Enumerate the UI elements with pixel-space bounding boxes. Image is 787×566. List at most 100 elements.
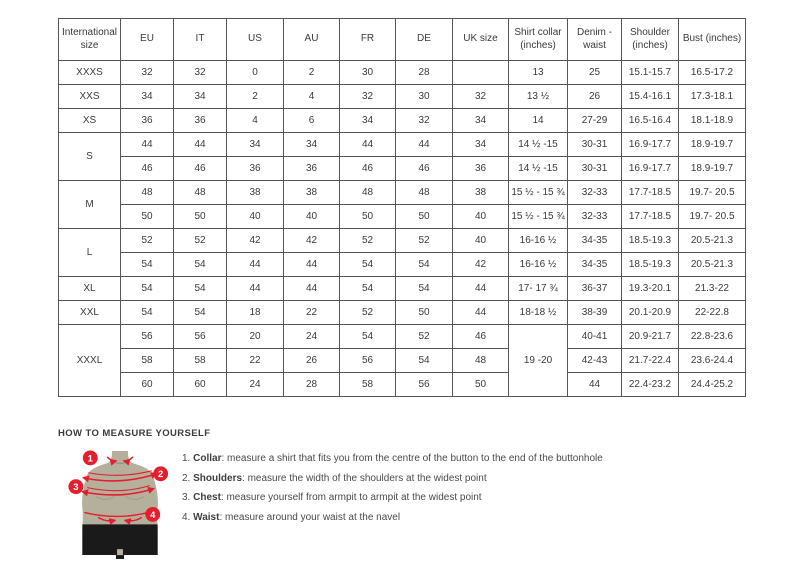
size-cell: XXXS	[58, 60, 121, 85]
shorts-shape	[82, 524, 158, 556]
value-cell: 30	[395, 84, 453, 109]
step-label: Waist	[193, 511, 220, 523]
value-cell: 54	[339, 324, 396, 349]
table-row: S 44 44 34 34 44 44 34 14 ½ -15 30-31 16.9-17.7 18.…	[58, 132, 746, 181]
table-row: XXXS 32 32 0 2 30 28 13 25 15.1-15.7 16.5-17.2	[58, 60, 746, 85]
header-cell: FR	[339, 18, 396, 61]
value-cell: 23.6-24.4	[678, 348, 746, 373]
value-cell: 44	[567, 372, 622, 397]
value-cell: 56	[120, 324, 174, 349]
value-cell: 32	[395, 108, 453, 133]
step-number: 1.	[182, 453, 191, 464]
value-cell: 30-31	[567, 132, 622, 157]
value-cell: 18	[226, 300, 284, 325]
svg-text:2: 2	[158, 468, 163, 479]
value-cell: 34	[173, 84, 227, 109]
value-cell: 56	[173, 324, 227, 349]
value-cell: 32	[452, 84, 509, 109]
value-cell: 34-35	[567, 252, 622, 277]
header-cell: Shirt collar (inches)	[508, 18, 568, 61]
value-cell: 17.3-18.1	[678, 84, 746, 109]
measure-heading: HOW TO MEASURE YOURSELF	[58, 428, 211, 439]
value-cell: 4	[226, 108, 284, 133]
mannequin-figure: 1 2 3 4	[60, 447, 182, 566]
value-cell: 58	[339, 372, 396, 397]
size-cell: M	[58, 180, 121, 229]
value-cell: 46	[395, 156, 453, 181]
value-cell: 18.1-18.9	[678, 108, 746, 133]
value-cell: 34	[283, 132, 340, 157]
svg-text:3: 3	[73, 481, 78, 492]
value-cell: 32	[339, 84, 396, 109]
value-cell: 18.9-19.7	[678, 132, 746, 157]
header-cell: Shoulder (inches)	[621, 18, 679, 61]
value-cell: 50	[339, 204, 396, 229]
value-cell: 52	[395, 228, 453, 253]
size-cell: L	[58, 228, 121, 277]
value-cell: 54	[120, 300, 174, 325]
value-cell: 36	[283, 156, 340, 181]
value-cell: 60	[173, 372, 227, 397]
value-cell: 14 ½ -15	[508, 156, 568, 181]
value-cell: 46	[120, 156, 174, 181]
header-cell: International size	[58, 18, 121, 61]
value-cell: 16-16 ½	[508, 252, 568, 277]
value-cell: 19.7- 20.5	[678, 180, 746, 205]
value-cell: 34	[339, 108, 396, 133]
marker-4-waist: 4	[145, 506, 161, 522]
value-cell: 36	[173, 108, 227, 133]
value-cell: 44	[452, 276, 509, 301]
value-cell: 19.7- 20.5	[678, 204, 746, 229]
size-cell: XXL	[58, 300, 121, 325]
step-text: : measure the width of the shoulders at …	[242, 472, 487, 484]
value-cell: 6	[283, 108, 340, 133]
value-cell: 42	[283, 228, 340, 253]
value-cell: 56	[339, 348, 396, 373]
value-cell: 21.3-22	[678, 276, 746, 301]
value-cell: 30	[339, 60, 396, 85]
mannequin-illustration-icon: 1 2 3 4	[68, 450, 169, 560]
value-cell: 34	[452, 108, 509, 133]
value-cell: 0	[226, 60, 284, 85]
value-cell: 16.9-17.7	[621, 156, 679, 181]
measure-steps: 1. Collar: measure a shirt that fits you…	[182, 453, 603, 566]
svg-text:4: 4	[150, 509, 156, 520]
value-cell: 52	[395, 324, 453, 349]
value-cell: 20	[226, 324, 284, 349]
value-cell: 17- 17 ¾	[508, 276, 568, 301]
header-cell: UK size	[452, 18, 509, 61]
step-label: Shoulders	[193, 472, 243, 484]
value-cell: 15.4-16.1	[621, 84, 679, 109]
value-cell: 52	[339, 228, 396, 253]
value-cell: 38	[283, 180, 340, 205]
value-cell: 20.5-21.3	[678, 252, 746, 277]
table-row: L 52 52 42 42 52 52 40 16-16 ½ 34-35 18.5-19.3 20.5…	[58, 228, 746, 277]
value-cell: 2	[226, 84, 284, 109]
how-to-measure-section: HOW TO MEASURE YOURSELF	[58, 428, 758, 566]
value-cell: 18.9-19.7	[678, 156, 746, 181]
value-cell: 32-33	[567, 204, 622, 229]
value-cell: 20.9-21.7	[621, 324, 679, 349]
value-cell: 25	[567, 60, 622, 85]
marker-3-chest: 3	[68, 479, 84, 495]
value-cell: 2	[283, 60, 340, 85]
value-cell: 21.7-22.4	[621, 348, 679, 373]
value-cell: 44	[339, 132, 396, 157]
value-cell: 50	[452, 372, 509, 397]
value-cell: 48	[120, 180, 174, 205]
value-cell: 26	[567, 84, 622, 109]
size-cell: XL	[58, 276, 121, 301]
value-cell: 54	[173, 252, 227, 277]
value-cell: 16.5-17.2	[678, 60, 746, 85]
value-cell: 56	[395, 372, 453, 397]
value-cell: 13 ½	[508, 84, 568, 109]
value-cell: 52	[120, 228, 174, 253]
table-row: XXL 54 54 18 22 52 50 44 18-18 ½ 38-39 20.1-20.9 22…	[58, 300, 746, 325]
value-cell: 50	[120, 204, 174, 229]
value-cell: 22.8-23.6	[678, 324, 746, 349]
value-cell: 48	[395, 180, 453, 205]
step-number: 3.	[182, 492, 191, 503]
measure-step-shoulders: 2. Shoulders: measure the width of the s…	[182, 473, 603, 486]
value-cell: 19 -20	[508, 324, 568, 397]
value-cell: 34-35	[567, 228, 622, 253]
